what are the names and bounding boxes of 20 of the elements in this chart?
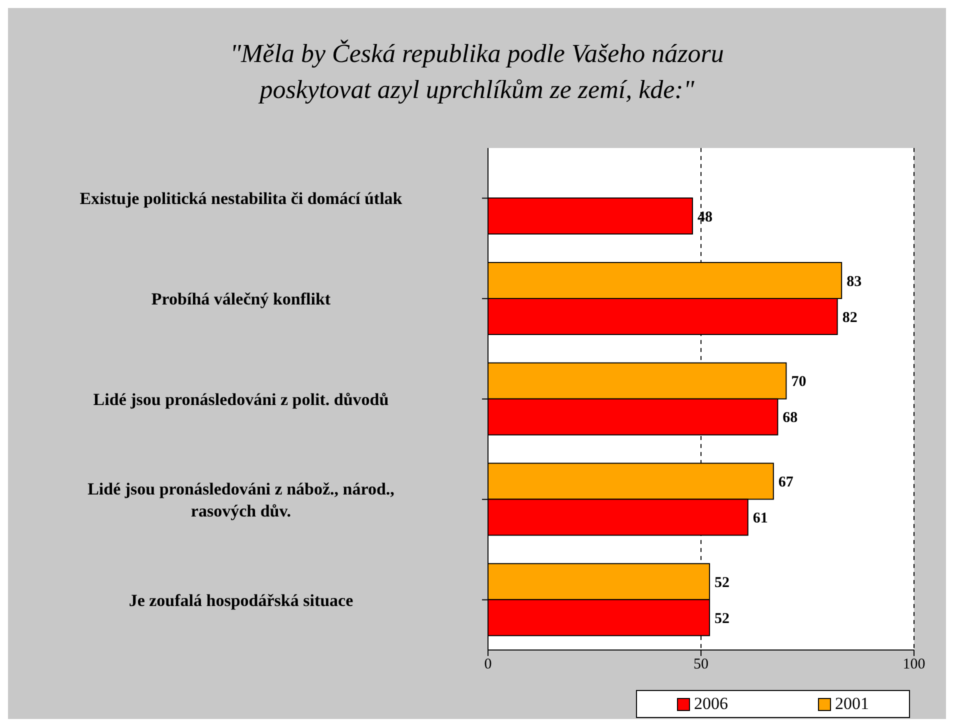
legend-label: 2001 (834, 694, 869, 714)
x-tick-label: 0 (484, 656, 492, 673)
data-label: 83 (846, 274, 862, 290)
y-tick-label: Existuje politická nestabilita či domácí útlak (80, 189, 403, 208)
data-label: 70 (791, 374, 806, 390)
chart-title: "Měla by Česká republika podle Vašeho názoru poskytovat azyl uprchlíkům ze zemí, kde:" (229, 38, 725, 106)
y-tick-label: Lidé jsou pronásledováni z polit. důvodů (93, 390, 389, 409)
y-tick-label: Je zoufalá hospodářská situace (128, 590, 354, 610)
legend-label: 2006 (693, 694, 728, 714)
y-tick-label: Probíhá válečný konflikt (151, 290, 331, 309)
x-tick-label: 100 (902, 656, 926, 673)
data-label: 61 (752, 510, 768, 527)
data-label: 68 (782, 410, 798, 426)
y-tick-label: Lidé jsou pronásledováni z nábož., národ., rasových dův. (88, 479, 394, 520)
data-label: 82 (842, 310, 858, 326)
data-label: 67 (778, 474, 794, 491)
data-label: 52 (714, 574, 730, 591)
data-label: 52 (714, 610, 730, 627)
x-tick-label: 50 (694, 656, 708, 673)
data-label: 48 (697, 209, 712, 226)
